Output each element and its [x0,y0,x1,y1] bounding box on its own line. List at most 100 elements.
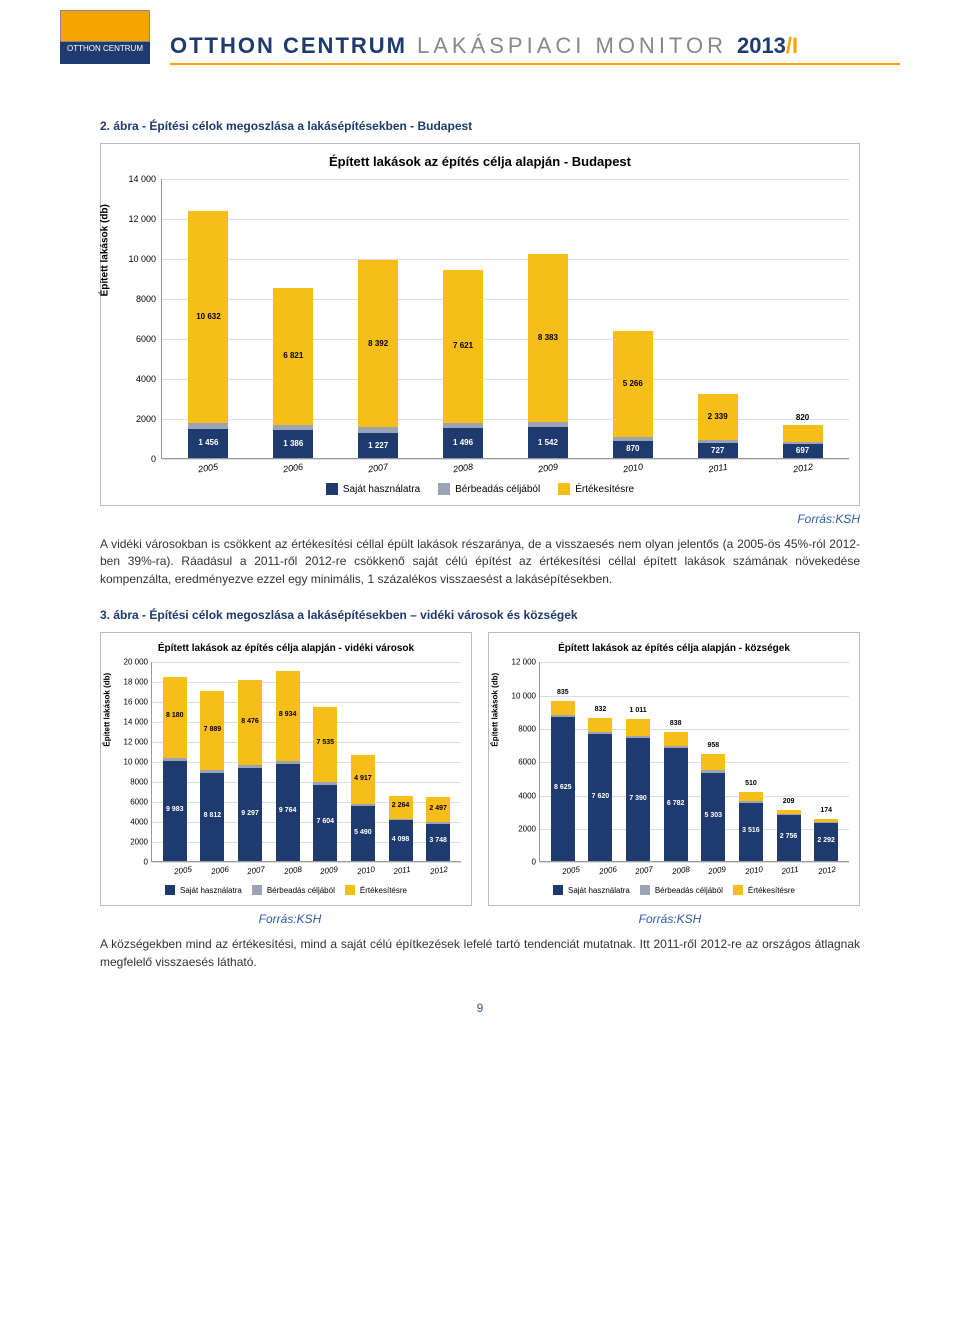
bar-segment-ertek: 8 383 [528,254,568,422]
chart-1-title: Épített lakások az építés célja alapján … [111,154,849,169]
bar-segment-berbe [551,715,575,718]
bar-value-sajat: 1 227 [358,441,398,450]
bar-segment-ertek: 8 392 [358,260,398,428]
chart-2-title: Épített lakások az építés célja alapján … [111,643,461,654]
bar-segment-sajat: 1 456 [188,429,228,458]
bar-group: 1 4967 621 [443,270,483,458]
bar-value-ertek: 2 497 [426,805,450,812]
source-pair: Forrás:KSH Forrás:KSH [100,912,860,926]
paragraph-2: A községekben mind az értékesítési, mind… [100,936,860,971]
bar-value-ertek: 832 [588,706,612,713]
bar-segment-sajat: 727 [698,443,738,458]
bar-segment-ertek: 209 [777,810,801,813]
bar-segment-berbe [351,804,375,806]
bar-value-ertek: 174 [814,807,838,814]
bar-segment-berbe [200,770,224,773]
x-tick-label: 2006 [595,865,620,877]
y-tick-label: 12 000 [112,738,148,747]
x-tick-label: 2010 [741,865,766,877]
chart-2-box: Épített lakások az építés célja alapján … [100,632,472,906]
bar-value-sajat: 3 516 [739,827,763,834]
bar-segment-sajat: 7 620 [588,734,612,861]
bar-value-sajat: 1 386 [273,439,313,448]
bars: 8 6258357 6208327 3901 0116 7828385 3039… [540,662,849,861]
bar-segment-berbe [739,801,763,803]
bar-segment-sajat: 3 748 [426,824,450,861]
bar-segment-ertek: 820 [783,425,823,441]
bar-group: 1 386 6 821 [273,288,313,458]
legend-label: Bérbeadás céljából [455,484,540,495]
bar-value-sajat: 2 292 [814,837,838,844]
y-tick-label: 16 000 [112,698,148,707]
bar-segment-berbe [358,427,398,433]
bar-segment-berbe [389,819,413,821]
legend-item: Értékesítésre [558,483,634,495]
bar-segment-berbe [276,761,300,764]
y-tick-label: 6000 [114,334,156,344]
legend-label: Saját használatra [568,886,630,895]
x-tick-label: 2009 [705,865,730,877]
bar-value-ertek: 2 264 [389,802,413,809]
bar-group: 5 4904 917 [351,755,375,861]
y-tick-label: 20 000 [112,658,148,667]
bar-value-sajat: 697 [783,446,823,455]
bar-value-sajat: 8 812 [200,812,224,819]
legend-item: Bérbeadás céljából [252,885,335,895]
bar-group: 2 756209 [777,810,801,861]
bar-segment-sajat: 9 764 [276,764,300,862]
bar-group: 9 7648 934 [276,671,300,861]
bar-group: 3 516510 [739,792,763,861]
y-tick-label: 12 000 [114,214,156,224]
bar-segment-berbe [426,822,450,824]
bar-segment-berbe [238,765,262,768]
bar-segment-ertek: 2 497 [426,797,450,822]
bar-segment-ertek: 2 339 [698,394,738,441]
bar-segment-berbe [528,422,568,427]
legend-item: Bérbeadás céljából [438,483,540,495]
x-tick-label: 2010 [353,865,378,877]
bar-group: 7 6047 535 [313,707,337,861]
bar-value-sajat: 7 604 [313,818,337,825]
paragraph-1: A vidéki városokban is csökkent az érték… [100,536,860,588]
x-tick-label: 2011 [390,865,415,877]
bar-segment-sajat: 1 542 [528,427,568,458]
bar-segment-sajat: 1 496 [443,428,483,458]
bar-group: 9 2978 476 [238,680,262,861]
bar-segment-sajat: 870 [613,441,653,458]
bar-segment-berbe [664,746,688,749]
x-tick-label: 2008 [668,865,693,877]
figure-caption-2: 3. ábra - Építési célok megoszlása a lak… [100,608,860,622]
bar-value-ertek: 10 632 [188,312,228,321]
y-tick-label: 10 000 [112,758,148,767]
bar-segment-ertek: 174 [814,819,838,822]
bar-group: 1 456 10 632 [188,211,228,458]
bar-value-sajat: 8 625 [551,784,575,791]
chart-3-title: Épített lakások az építés célja alapján … [499,643,849,654]
bar-segment-sajat: 7 390 [626,738,650,861]
bar-segment-berbe [701,770,725,773]
bar-segment-ertek: 2 264 [389,796,413,819]
bar-value-sajat: 1 456 [188,438,228,447]
bar-value-ertek: 838 [664,720,688,727]
bar-segment-ertek: 6 821 [273,288,313,424]
bar-group: 8 8127 889 [200,691,224,861]
legend-label: Bérbeadás céljából [267,886,335,895]
bar-segment-ertek: 5 266 [613,331,653,436]
legend-item: Bérbeadás céljából [640,885,723,895]
bar-segment-sajat: 4 098 [389,820,413,861]
bar-group: 4 098 2 264 [389,796,413,861]
bar-value-sajat: 6 782 [664,800,688,807]
x-axis-labels: 20052006200720082009201020112012 [549,862,849,875]
bar-segment-ertek: 832 [588,718,612,732]
bars: 9 9838 1808 8127 8899 2978 4769 7648 934… [152,662,461,861]
plot-area: 0200040006000800010 00012 00014 00016 00… [151,662,461,862]
legend-label: Saját használatra [180,886,242,895]
bar-value-sajat: 1 542 [528,438,568,447]
bar-segment-sajat: 7 604 [313,785,337,861]
bar-segment-sajat: 8 812 [200,773,224,861]
bar-segment-sajat: 6 782 [664,748,688,861]
bar-group: 7 3901 011 [626,719,650,862]
bar-segment-berbe [783,442,823,444]
bar-segment-ertek: 838 [664,732,688,746]
bar-segment-ertek: 958 [701,754,725,770]
